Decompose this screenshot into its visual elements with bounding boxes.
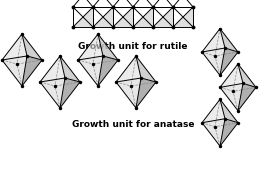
Polygon shape	[22, 56, 42, 86]
Polygon shape	[2, 56, 27, 86]
Polygon shape	[202, 119, 225, 146]
Polygon shape	[136, 56, 156, 82]
Polygon shape	[238, 83, 256, 111]
Polygon shape	[202, 99, 225, 123]
Polygon shape	[60, 56, 80, 82]
Polygon shape	[153, 7, 173, 27]
Polygon shape	[40, 78, 65, 108]
Polygon shape	[2, 34, 27, 60]
Polygon shape	[116, 78, 141, 108]
Polygon shape	[98, 56, 118, 86]
Polygon shape	[220, 83, 243, 111]
Polygon shape	[98, 34, 118, 60]
Polygon shape	[116, 56, 141, 82]
Polygon shape	[238, 64, 256, 87]
Polygon shape	[220, 119, 238, 146]
Polygon shape	[78, 34, 103, 60]
Polygon shape	[220, 48, 238, 75]
Polygon shape	[113, 7, 133, 27]
Polygon shape	[202, 29, 225, 52]
Text: Growth unit for rutile: Growth unit for rutile	[78, 42, 188, 51]
Text: Growth unit for anatase: Growth unit for anatase	[72, 120, 194, 129]
Polygon shape	[220, 29, 238, 52]
Polygon shape	[78, 56, 103, 86]
Polygon shape	[173, 7, 193, 27]
Polygon shape	[220, 99, 238, 123]
Polygon shape	[60, 78, 80, 108]
Polygon shape	[93, 7, 113, 27]
Polygon shape	[22, 34, 42, 60]
Polygon shape	[220, 64, 243, 87]
Polygon shape	[73, 7, 93, 27]
Polygon shape	[202, 48, 225, 75]
Polygon shape	[133, 7, 153, 27]
Polygon shape	[136, 78, 156, 108]
Polygon shape	[40, 56, 65, 82]
